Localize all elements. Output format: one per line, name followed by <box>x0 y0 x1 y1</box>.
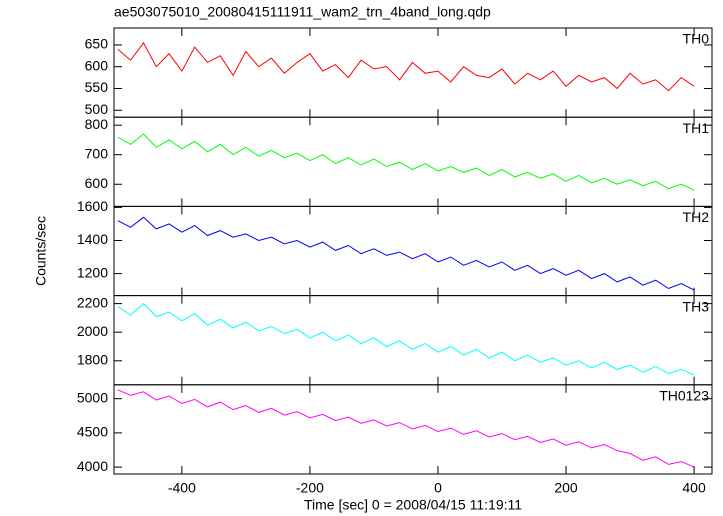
y-tick-label: 5000 <box>77 389 108 405</box>
y-tick-label: 600 <box>85 57 109 73</box>
series-line <box>117 133 695 191</box>
panel-frame <box>113 116 713 207</box>
y-tick-label: 1600 <box>77 198 108 214</box>
series-name: TH3 <box>683 298 710 314</box>
y-tick-label: 1400 <box>77 231 108 247</box>
y-tick-label: 550 <box>85 79 109 95</box>
series-name: TH1 <box>683 120 710 136</box>
panel-frame <box>113 205 713 297</box>
series-name: TH0 <box>683 31 710 47</box>
series-name: TH0123 <box>659 388 709 404</box>
series-line <box>117 216 695 291</box>
x-tick-label: 400 <box>682 480 706 496</box>
y-tick-label: 1200 <box>77 264 108 280</box>
chart-title: ae503075010_20080415111911_wam2_trn_4ban… <box>114 4 491 20</box>
y-axis-label: Counts/sec <box>33 216 49 286</box>
y-tick-label: 700 <box>85 145 109 161</box>
y-tick-label: 4000 <box>77 458 108 474</box>
series-name: TH2 <box>683 209 710 225</box>
y-tick-label: 800 <box>85 116 109 132</box>
y-tick-label: 4500 <box>77 424 108 440</box>
series-line <box>117 302 695 376</box>
x-tick-label: -200 <box>296 480 324 496</box>
y-tick-label: 600 <box>85 175 109 191</box>
y-tick-label: 2000 <box>77 323 108 339</box>
panel-frame <box>113 384 713 475</box>
panel-frame <box>113 295 713 386</box>
x-tick-label: -400 <box>168 480 196 496</box>
series-line <box>117 389 695 468</box>
y-tick-label: 1800 <box>77 351 108 367</box>
x-tick-label: 200 <box>554 480 578 496</box>
x-axis-label: Time [sec] 0 = 2008/04/15 11:19:11 <box>304 497 522 513</box>
y-tick-label: 2200 <box>77 294 108 310</box>
x-tick-label: 0 <box>434 480 442 496</box>
series-line <box>117 41 695 92</box>
panel-frame <box>113 27 713 118</box>
y-tick-label: 650 <box>85 36 109 52</box>
y-tick-label: 500 <box>85 101 109 117</box>
